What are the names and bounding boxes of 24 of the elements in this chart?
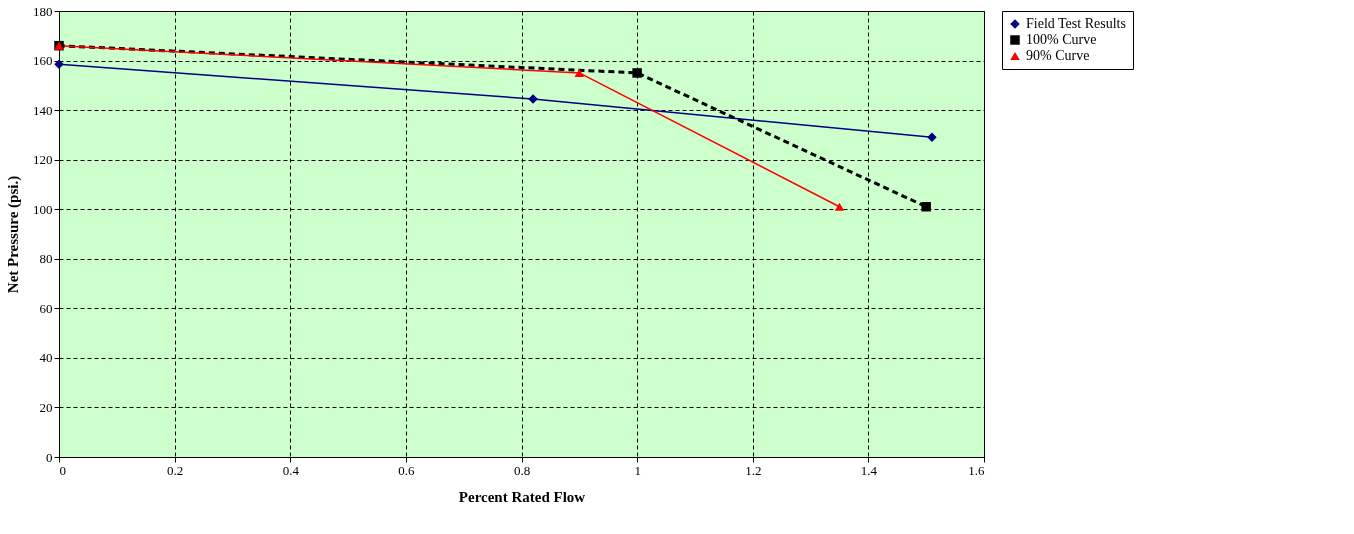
y-tick-label: 80	[39, 251, 53, 267]
x-tick-label: 1.2	[745, 462, 762, 478]
y-tick-label: 100	[33, 201, 53, 217]
x-tick-label: 1	[634, 462, 641, 478]
x-tick-label: 1.6	[968, 462, 985, 478]
legend-label: 90% Curve	[1026, 48, 1090, 63]
y-tick-label: 40	[39, 350, 53, 366]
x-tick-label: 0.2	[167, 462, 184, 478]
y-tick-label: 140	[33, 102, 53, 118]
x-tick-label: 0.6	[398, 462, 415, 478]
y-tick-label: 0	[46, 449, 53, 465]
y-tick-label: 60	[39, 300, 53, 316]
y-tick-label: 180	[33, 3, 53, 19]
x-tick-label: 0	[59, 462, 66, 478]
y-tick-label: 160	[33, 53, 53, 69]
legend-label: 100% Curve	[1026, 32, 1097, 47]
x-tick-label: 0.8	[513, 462, 531, 478]
x-axis-title: Percent Rated Flow	[458, 488, 586, 505]
legend-label: Field Test Results	[1026, 16, 1126, 31]
x-tick-label: 0.4	[282, 462, 300, 478]
y-tick-label: 120	[33, 152, 53, 168]
y-axis-title: Net Pressure (psi.)	[5, 175, 22, 294]
x-tick-label: 1.4	[860, 462, 878, 478]
y-tick-label: 20	[39, 399, 53, 415]
